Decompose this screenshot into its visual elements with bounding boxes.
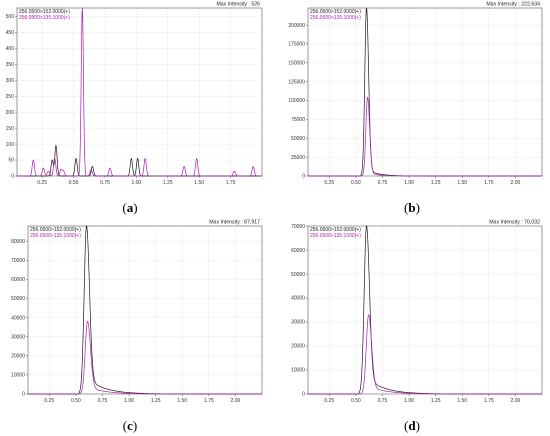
y-tick-label: 50000 [11, 296, 25, 302]
x-tick-label: 0.50 [71, 398, 81, 404]
series-line [28, 320, 262, 395]
x-tick-label: 1.50 [457, 180, 467, 186]
caption-b: (b) [404, 200, 420, 215]
x-tick-label: 0.50 [351, 398, 361, 404]
caption-d: (d) [404, 418, 420, 433]
y-tick-label: 25000 [291, 155, 305, 161]
x-tick-label: 0.25 [324, 398, 334, 404]
x-tick-label: 0.25 [37, 180, 47, 186]
y-tick-label: 400 [6, 46, 15, 52]
plot-frame [27, 225, 263, 395]
plot-frame [307, 7, 543, 177]
max-intensity-label: Max Intensity : 87,917 [209, 220, 260, 226]
max-intensity-label: Max Intensity : 222,634 [486, 2, 540, 8]
x-tick-label: 2.00 [231, 398, 241, 404]
x-tick-label: 1.75 [226, 180, 236, 186]
x-tick-label: 2.00 [511, 398, 521, 404]
y-tick-label: 200 [6, 110, 15, 116]
y-tick-label: 300 [6, 78, 15, 84]
y-tick-label: 60000 [291, 248, 305, 254]
legend-entry: 256.0500>135.1000(+) [19, 15, 70, 21]
y-tick-label: 150000 [288, 61, 305, 67]
legend-entry: 256.0500>152.0000(+) [30, 227, 81, 233]
legend-entry: 256.0500>152.0000(+) [310, 9, 361, 15]
y-tick-label: 20000 [291, 344, 305, 350]
series-line [17, 7, 262, 177]
x-tick-label: 1.50 [177, 398, 187, 404]
plot-frame [307, 225, 543, 395]
x-tick-label: 1.75 [484, 398, 494, 404]
y-tick-label: 0 [302, 392, 305, 398]
x-tick-label: 1.00 [124, 398, 134, 404]
y-tick-label: 60000 [11, 277, 25, 283]
x-tick-label: 1.00 [131, 180, 141, 186]
legend-entry: 256.0500>152.0000(+) [19, 9, 70, 15]
x-tick-label: 0.75 [378, 398, 388, 404]
legend-entry: 256.0500>135.1000(+) [310, 233, 361, 239]
y-tick-label: 350 [6, 62, 15, 68]
chromatogram-c: 0 10000 20000 30000 40000 50000 60000 70000 8000… [11, 220, 263, 404]
y-tick-label: 125000 [288, 79, 305, 85]
x-tick-label: 0.75 [98, 398, 108, 404]
y-tick-label: 175000 [288, 42, 305, 48]
caption-a: (a) [122, 200, 138, 215]
x-tick-label: 0.25 [324, 180, 334, 186]
x-tick-label: 1.50 [194, 180, 204, 186]
y-tick-label: 100000 [288, 98, 305, 104]
x-tick-label: 1.50 [457, 398, 467, 404]
y-tick-label: 75000 [291, 117, 305, 123]
x-tick-label: 1.25 [151, 398, 161, 404]
max-intensity-label: Max Intensity : 70,032 [489, 220, 540, 226]
y-tick-label: 0 [22, 392, 25, 398]
legend-entry: 256.0500>135.1000(+) [30, 233, 81, 239]
plot-frame [16, 7, 263, 177]
y-tick-label: 10000 [11, 373, 25, 379]
legend-entry: 256.0500>135.1000(+) [310, 15, 361, 21]
y-tick-label: 10000 [291, 368, 305, 374]
y-tick-label: 250 [6, 94, 15, 100]
x-tick-label: 1.25 [431, 398, 441, 404]
x-tick-label: 0.50 [69, 180, 79, 186]
y-tick-label: 100 [6, 142, 15, 148]
y-tick-label: 30000 [291, 320, 305, 326]
y-tick-label: 0 [11, 174, 14, 180]
y-tick-label: 500 [6, 14, 15, 20]
x-tick-label: 1.25 [431, 180, 441, 186]
y-tick-label: 80000 [11, 239, 25, 245]
y-tick-label: 50000 [291, 272, 305, 278]
y-tick-label: 40000 [291, 296, 305, 302]
y-tick-label: 30000 [11, 334, 25, 340]
x-tick-label: 1.25 [163, 180, 173, 186]
y-tick-label: 50000 [291, 136, 305, 142]
x-tick-label: 0.75 [378, 180, 388, 186]
x-tick-label: 0.75 [100, 180, 110, 186]
y-tick-label: 200000 [288, 23, 305, 29]
y-tick-label: 0 [302, 174, 305, 180]
legend-entry: 256.0500>152.0000(+) [310, 227, 361, 233]
chromatogram-a: 0 50 100 150 200 250 300 350 400 450 500 0.25 0.50 0.… [6, 2, 263, 186]
x-tick-label: 1.75 [484, 180, 494, 186]
max-intensity-label: Max Intensity : 526 [216, 2, 260, 8]
caption-c: (c) [122, 418, 138, 433]
chromatogram-b: 0 25000 50000 75000 100000 125000 150000 175000… [288, 2, 543, 186]
x-tick-label: 2.00 [511, 180, 521, 186]
x-tick-label: 1.00 [404, 180, 414, 186]
x-tick-label: 0.25 [44, 398, 54, 404]
y-tick-label: 50 [8, 158, 14, 164]
series-line [308, 314, 542, 395]
y-tick-label: 20000 [11, 353, 25, 359]
chromatogram-d: 0 10000 20000 30000 40000 50000 60000 70000 0.25… [291, 220, 543, 404]
x-tick-label: 1.00 [404, 398, 414, 404]
y-tick-label: 150 [6, 126, 15, 132]
x-tick-label: 0.50 [351, 180, 361, 186]
y-tick-label: 70000 [291, 224, 305, 230]
y-tick-label: 40000 [11, 315, 25, 321]
y-tick-label: 70000 [11, 258, 25, 264]
series-line [308, 96, 542, 177]
y-tick-label: 450 [6, 30, 15, 36]
x-tick-label: 1.75 [204, 398, 214, 404]
